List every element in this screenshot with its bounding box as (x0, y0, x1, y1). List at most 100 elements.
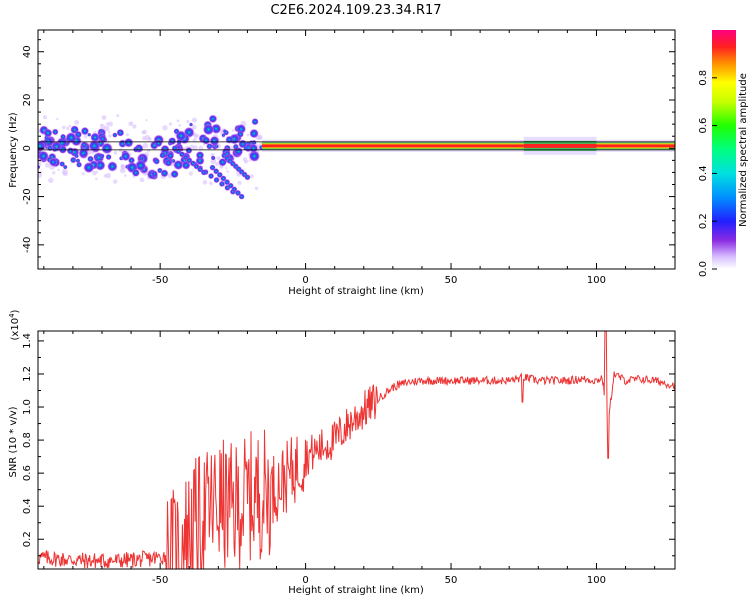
spectral-blob (123, 137, 134, 148)
snr-plot-area (38, 331, 675, 569)
x-tick-label: 0 (302, 275, 308, 286)
spectral-blob (232, 143, 240, 150)
x-tick-label: 50 (445, 275, 458, 286)
spectral-haze (209, 182, 213, 186)
x-tick-label: 50 (445, 575, 458, 586)
spectral-haze (145, 119, 148, 122)
spectral-haze (48, 177, 54, 184)
spectral-haze (125, 133, 130, 137)
spectral-blob (74, 130, 83, 139)
colorbar: 0.0 0.2 0.4 0.6 0.8 Normalized spectral ampl… (698, 30, 749, 277)
spectral-haze (142, 143, 149, 149)
spectral-blob (208, 114, 218, 124)
spectral-blob (59, 161, 66, 168)
spectral-haze (56, 117, 59, 121)
x-tick-label: -50 (152, 575, 168, 586)
x-tick-label: -50 (152, 275, 168, 286)
tone-wide-core (523, 143, 597, 148)
spectral-blob (90, 132, 101, 143)
spectral-blob (87, 155, 94, 163)
colorbar-tick-label: 0.4 (698, 165, 709, 181)
y-tick-label: 0.2 (22, 531, 33, 547)
spectral-haze (81, 172, 85, 176)
spectral-haze (120, 165, 125, 169)
spectral-streak (244, 174, 251, 181)
spectral-haze (191, 117, 197, 123)
spectral-blob (51, 146, 58, 153)
spectral-blob (139, 155, 145, 161)
spectral-blob (99, 153, 105, 159)
spectral-blob (249, 128, 259, 139)
spectral-haze (147, 136, 152, 142)
spectral-blob (48, 157, 58, 167)
spectral-blob (154, 139, 163, 148)
spectral-haze (139, 177, 145, 183)
spectral-haze (246, 133, 250, 137)
spectrogram-frame (37, 29, 676, 270)
spectral-haze (176, 119, 180, 123)
spectral-haze (186, 119, 190, 124)
spectral-haze (107, 130, 111, 134)
snr-ticks: -50 0 50 100 0.2 0.4 0.6 0.8 1.0 1.2 1.4 (22, 331, 675, 586)
spectral-streak (200, 169, 207, 176)
spectral-blob (225, 135, 234, 144)
spectral-haze (103, 174, 108, 178)
spectral-haze (68, 124, 72, 128)
spectral-blob (116, 128, 125, 137)
y-tick-label: 1.4 (22, 333, 33, 349)
colorbar-tick-label: 0.0 (698, 261, 709, 277)
colorbar-tick-label: 0.8 (698, 70, 709, 86)
spectral-blob (69, 156, 77, 164)
spectral-haze (61, 125, 66, 130)
spectral-blob (251, 117, 259, 126)
spectrogram-xlabel: Height of straight line (km) (288, 286, 424, 297)
spectral-blob (78, 147, 89, 159)
spectral-blob (209, 135, 220, 146)
spectral-blob (99, 135, 107, 143)
snr-ylabel: SNR (10 * v/v) (8, 406, 19, 477)
spectral-blob (38, 140, 46, 152)
spectral-blob (159, 152, 166, 159)
chart-title: C2E6.2024.109.23.34.R17 (270, 3, 441, 18)
spectral-haze (113, 150, 118, 155)
spectral-haze (249, 174, 254, 179)
spectral-blob (195, 150, 205, 160)
spectral-haze (231, 129, 235, 132)
spectral-haze (44, 162, 50, 168)
spectral-blob (248, 143, 259, 154)
tone-band-core (261, 144, 675, 148)
spectral-haze (192, 138, 197, 143)
spectral-blob (236, 130, 244, 138)
snr-panel: -50 0 50 100 0.2 0.4 0.6 0.8 1.0 1.2 1.4 Height of… (8, 309, 676, 596)
spectral-haze (116, 114, 120, 118)
spectral-haze (42, 115, 48, 120)
spectral-haze (95, 170, 99, 174)
spectral-blob (210, 155, 216, 161)
spectral-blob (106, 161, 118, 172)
spectral-streak (238, 193, 245, 200)
spectral-haze (61, 168, 68, 175)
snr-xlabel: Height of straight line (km) (288, 585, 424, 596)
colorbar-gradient (712, 30, 736, 269)
spectral-haze (130, 121, 133, 124)
spectral-haze (132, 124, 137, 129)
spectral-blob (105, 153, 112, 161)
spectral-blob (222, 129, 228, 134)
y-tick-label: 40 (22, 45, 33, 58)
spectral-haze (95, 177, 98, 181)
spectral-blob (65, 131, 77, 144)
spectral-blob (59, 133, 67, 140)
colorbar-tick-label: 0.6 (698, 118, 709, 134)
spectral-blob (38, 164, 41, 170)
spectral-haze (202, 180, 208, 185)
spectral-blob (51, 128, 59, 136)
spectral-haze (216, 156, 221, 160)
spectral-haze (237, 180, 242, 185)
colorbar-label: Normalized spectral amplitude (738, 73, 749, 227)
x-tick-label: 100 (587, 575, 606, 586)
spectral-blob (168, 136, 177, 146)
spectral-blob (43, 128, 53, 138)
spectral-blob (74, 153, 80, 159)
spectral-blob (164, 159, 173, 167)
